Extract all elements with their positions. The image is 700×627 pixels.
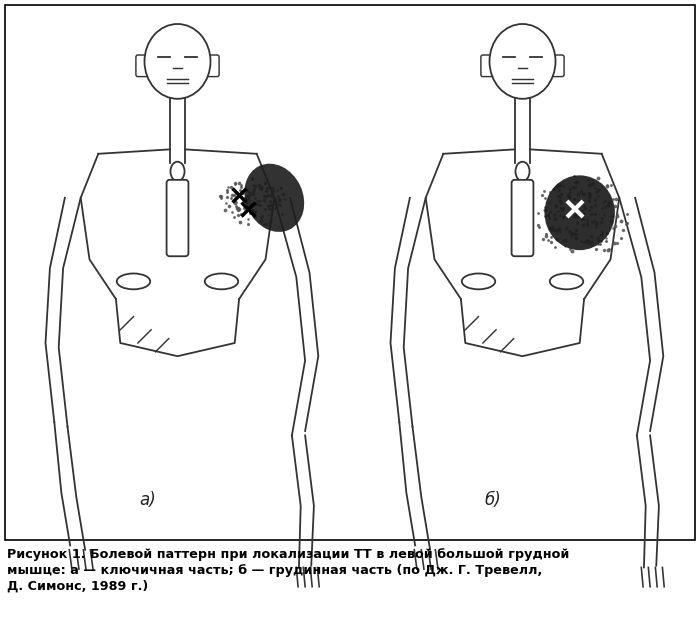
FancyBboxPatch shape — [512, 180, 533, 256]
Ellipse shape — [489, 24, 556, 99]
Ellipse shape — [545, 176, 615, 250]
Text: Д. Симонс, 1989 г.): Д. Симонс, 1989 г.) — [7, 580, 148, 593]
Ellipse shape — [171, 162, 185, 181]
Text: мышце: а — ключичная часть; б — грудинная часть (по Дж. Г. Тревелл,: мышце: а — ключичная часть; б — грудинна… — [7, 564, 542, 577]
Ellipse shape — [244, 164, 304, 232]
FancyBboxPatch shape — [481, 55, 493, 76]
Ellipse shape — [550, 273, 583, 289]
Text: а): а) — [139, 491, 156, 509]
FancyBboxPatch shape — [136, 55, 148, 76]
Ellipse shape — [462, 273, 495, 289]
Ellipse shape — [515, 162, 529, 181]
Bar — [5, 5, 695, 540]
Ellipse shape — [205, 273, 238, 289]
Ellipse shape — [144, 24, 211, 99]
Ellipse shape — [117, 273, 150, 289]
Text: Рисунок 1. Болевой паттерн при локализации ТТ в левой большой грудной: Рисунок 1. Болевой паттерн при локализац… — [7, 548, 569, 561]
FancyBboxPatch shape — [206, 55, 219, 76]
FancyBboxPatch shape — [167, 180, 188, 256]
FancyBboxPatch shape — [552, 55, 564, 76]
Text: б): б) — [484, 491, 501, 509]
